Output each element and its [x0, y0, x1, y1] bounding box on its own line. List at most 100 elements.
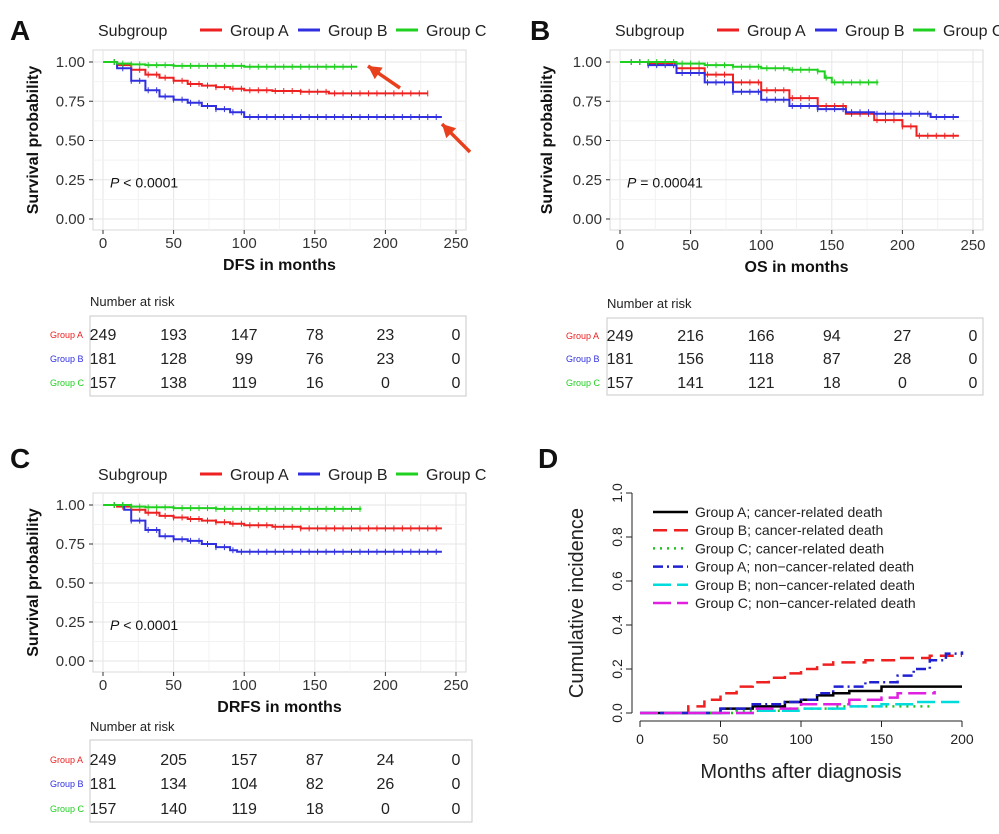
risk-cell: 23 [377, 351, 395, 368]
legend: Group A; cancer-related death Group B; ca… [653, 504, 916, 611]
x-tick-label: 150 [302, 677, 327, 694]
y-tick-label: 0.25 [573, 172, 602, 189]
x-tick-label: 50 [165, 235, 182, 252]
p-value-symbol: P [110, 175, 120, 191]
risk-table-header: Number at risk [90, 294, 175, 309]
risk-row-label: Group C [566, 378, 601, 388]
x-axis-title: Months after diagnosis [700, 761, 901, 783]
risk-row-label: Group A [566, 331, 599, 341]
y-axis-title: Cumulative incidence [566, 508, 588, 698]
legend: Subgroup Group A Group B Group C [98, 23, 486, 40]
risk-cell: 141 [677, 375, 704, 392]
y-axis-title: Survival probability [25, 508, 42, 657]
risk-cell: 157 [90, 375, 117, 392]
censor-marks [113, 59, 437, 120]
censor-marks [630, 59, 954, 120]
x-tick-label: 0 [99, 677, 107, 694]
legend-entry-5: Group B; non−cancer-related death [695, 577, 915, 593]
risk-cell: 119 [231, 375, 257, 392]
risk-cell: 140 [160, 801, 187, 818]
panel-label: A [10, 15, 30, 46]
risk-cell: 138 [160, 375, 187, 392]
legend-entry-3: Group C [426, 467, 486, 484]
risk-row-label: Group A [50, 330, 83, 340]
panel-label: C [10, 443, 30, 474]
risk-row-label: Group C [50, 378, 85, 388]
risk-cell: 134 [160, 776, 187, 793]
x-tick-label: 200 [373, 235, 398, 252]
x-tick-label: 100 [232, 235, 257, 252]
risk-table-frame [606, 317, 984, 396]
x-tick-label: 50 [165, 677, 182, 694]
survival-curve-group-b [103, 504, 442, 553]
y-tick-label: 0.75 [56, 536, 85, 553]
legend-entry-1: Group A [230, 23, 289, 40]
risk-row-label: Group C [50, 804, 85, 814]
y-axis-title: Survival probability [539, 66, 556, 215]
y-tick-label: 0.75 [56, 93, 85, 110]
risk-cell: 78 [306, 327, 324, 344]
p-value-symbol: P [110, 617, 120, 633]
risk-cell: 128 [160, 351, 187, 368]
legend: Subgroup Group A Group B Group C [98, 467, 486, 484]
p-value: P < 0.0001 [110, 175, 178, 191]
risk-table-frame [89, 315, 467, 397]
risk-cell: 216 [677, 328, 704, 345]
legend-entry-2: Group B [328, 23, 388, 40]
x-tick-label: 150 [819, 237, 844, 254]
risk-cell: 26 [377, 776, 395, 793]
arrow-head [368, 66, 383, 80]
risk-cell: 193 [160, 327, 187, 344]
x-tick-label: 0 [616, 237, 624, 254]
risk-cell: 28 [894, 351, 912, 368]
survival-curve-group-a [103, 504, 442, 530]
legend-entry-3: Group C [426, 23, 486, 40]
y-tick-label: 1.00 [573, 54, 602, 71]
risk-cell: 166 [748, 328, 775, 345]
y-tick-label: 0.00 [573, 211, 602, 228]
annotation-arrows [367, 64, 472, 154]
risk-table-header: Number at risk [90, 719, 175, 734]
risk-cell: 23 [377, 327, 395, 344]
risk-cell: 157 [607, 375, 634, 392]
legend-entry-1: Group A [230, 467, 289, 484]
gridlines [93, 50, 466, 230]
risk-cell: 87 [823, 351, 841, 368]
risk-cell: 0 [452, 375, 461, 392]
y-tick-label: 0.2 [609, 659, 625, 679]
x-tick-label: 250 [443, 235, 468, 252]
legend-entry-2: Group B [328, 467, 388, 484]
risk-cell: 156 [677, 351, 704, 368]
x-tick-label: 200 [890, 237, 915, 254]
y-tick-label: 0.0 [609, 703, 625, 723]
risk-cell: 99 [235, 351, 253, 368]
x-tick-label: 200 [373, 677, 398, 694]
risk-cell: 147 [231, 327, 258, 344]
risk-cell: 157 [90, 801, 117, 818]
legend-title: Subgroup [98, 23, 167, 40]
risk-cell: 205 [160, 752, 187, 769]
p-value-symbol: P [627, 175, 637, 191]
risk-cell: 0 [452, 327, 461, 344]
p-value: P < 0.0001 [110, 617, 178, 633]
y-tick-label: 1.0 [609, 483, 625, 503]
risk-cell: 181 [90, 776, 117, 793]
risk-cell: 0 [381, 801, 390, 818]
p-value: P = 0.00041 [627, 175, 703, 191]
incidence-curve-2 [640, 654, 962, 715]
y-tick-label: 0.50 [56, 575, 85, 592]
risk-cell: 119 [231, 801, 257, 818]
risk-cell: 181 [90, 351, 117, 368]
y-axis-title: Survival probability [25, 66, 42, 215]
risk-cell: 104 [231, 776, 258, 793]
p-value-text: = 0.00041 [636, 175, 703, 191]
legend-entry-3: Group C; cancer-related death [695, 540, 884, 556]
risk-cell: 118 [748, 351, 774, 368]
legend-entry-2: Group B [845, 23, 905, 40]
risk-cell: 249 [90, 327, 117, 344]
x-tick-label: 100 [232, 677, 257, 694]
risk-cell: 76 [306, 351, 324, 368]
risk-cell: 0 [898, 375, 907, 392]
y-tick-label: 1.00 [56, 54, 85, 71]
y-tick-label: 0.50 [573, 133, 602, 150]
